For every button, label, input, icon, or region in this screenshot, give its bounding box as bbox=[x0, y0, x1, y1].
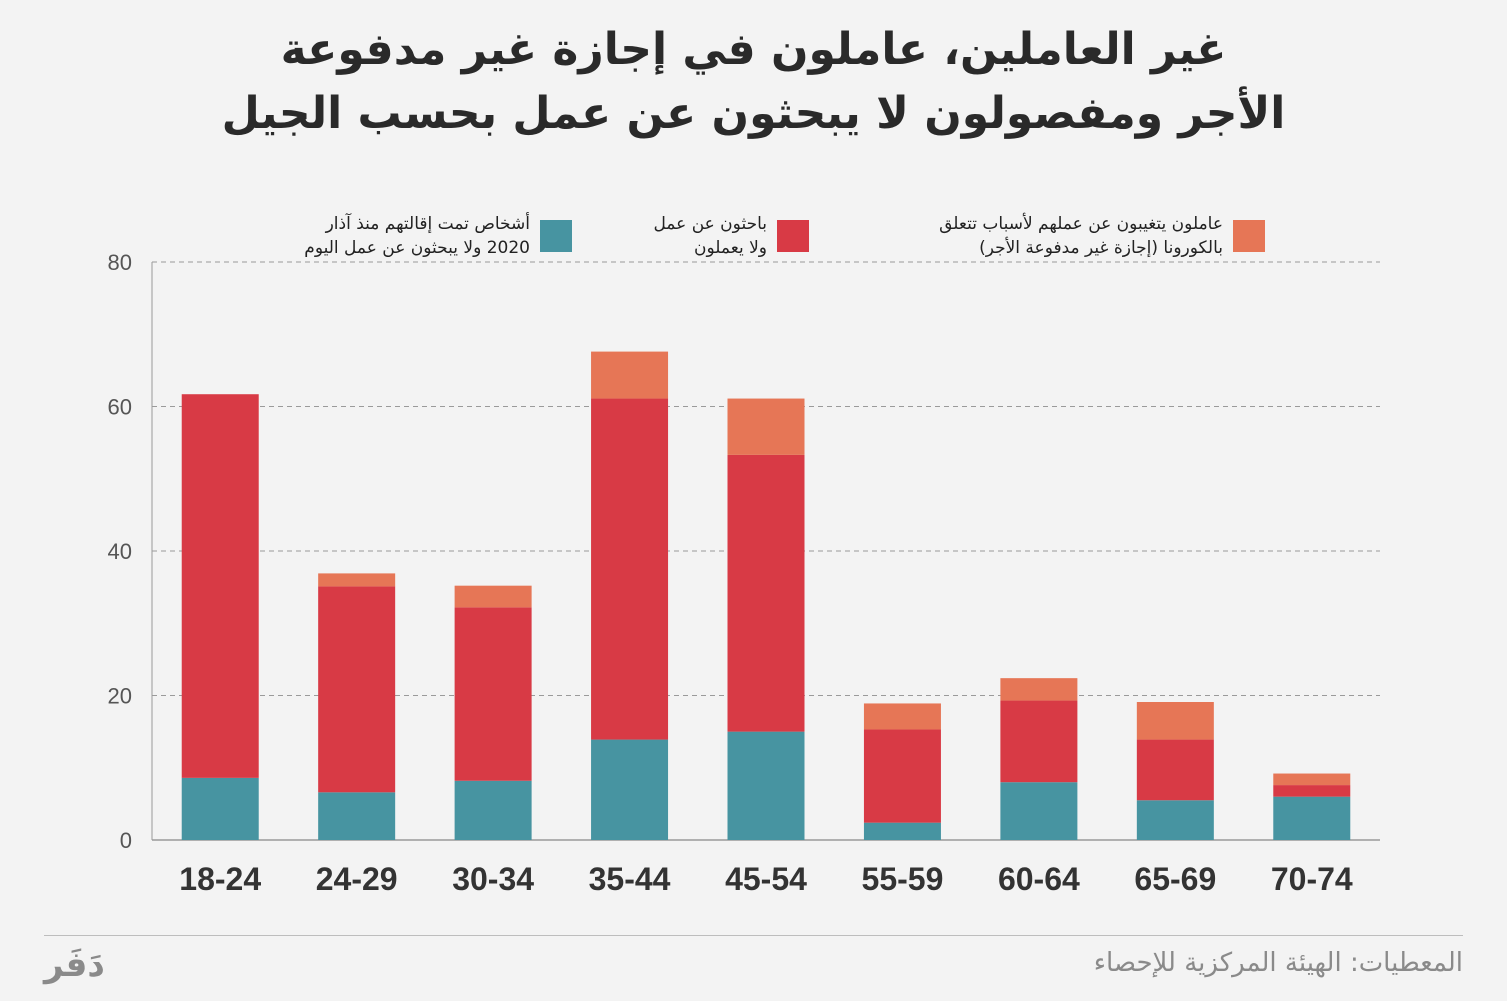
brand-logo: دَفَر bbox=[44, 945, 105, 985]
bar-segment-fired bbox=[863, 822, 941, 840]
bar-segment-fired bbox=[181, 777, 259, 840]
bar-segment-fired bbox=[591, 739, 669, 840]
chart-title: غير العاملين، عاملون في إجازة غير مدفوعة… bbox=[0, 18, 1507, 146]
bar-segment-fired bbox=[1000, 782, 1078, 840]
legend-label-searching-line-2: ولا يعملون bbox=[694, 238, 767, 258]
x-tick-label: 45-54 bbox=[725, 861, 807, 897]
bar-segment-fired bbox=[318, 792, 396, 840]
bar-segment-leave bbox=[318, 573, 396, 587]
bar-segment-leave bbox=[1136, 702, 1214, 740]
y-tick-label: 40 bbox=[108, 539, 132, 564]
bar-segment-searching bbox=[727, 454, 805, 732]
bar-segment-leave bbox=[1273, 773, 1351, 786]
legend-label-fired-line-1: أشخاص تمت إقالتهم منذ آذار bbox=[325, 214, 530, 234]
bar-segment-searching bbox=[1273, 785, 1351, 797]
legend-label-fired-line-2: 2020 ولا يبحثون عن عمل اليوم bbox=[304, 238, 530, 258]
stacked-bar-chart: 0 20 40 60 80 18-24 24-29 30-34 35-44 45-54 55-59 6… bbox=[108, 250, 1380, 897]
bar-segment-fired bbox=[454, 780, 532, 840]
x-tick-label: 24-29 bbox=[316, 861, 398, 897]
y-tick-label: 80 bbox=[108, 250, 132, 275]
y-tick-label: 0 bbox=[120, 828, 132, 853]
footer-divider bbox=[44, 935, 1463, 936]
legend-item-leave: عاملون يتغيبون عن عملهم لأسباب تتعلق بال… bbox=[939, 210, 1265, 262]
bar-segment-searching bbox=[591, 398, 669, 740]
legend-item-searching: باحثون عن عمل ولا يعملون bbox=[653, 210, 809, 262]
x-tick-label: 35-44 bbox=[589, 861, 671, 897]
x-tick-label: 55-59 bbox=[862, 861, 944, 897]
legend-swatch-fired bbox=[540, 220, 572, 252]
bar-segment-leave bbox=[1000, 678, 1078, 701]
legend-label-leave-line-2: بالكورونا (إجازة غير مدفوعة الأجر) bbox=[979, 238, 1223, 258]
bar-segment-leave bbox=[863, 703, 941, 730]
y-tick-label: 60 bbox=[108, 395, 132, 420]
legend-swatch-leave bbox=[1233, 220, 1265, 252]
bar-segment-fired bbox=[727, 731, 805, 840]
x-tick-label: 65-69 bbox=[1134, 861, 1216, 897]
bar-segment-leave bbox=[591, 351, 669, 399]
legend-item-fired: أشخاص تمت إقالتهم منذ آذار 2020 ولا يبحث… bbox=[304, 210, 572, 262]
bar-segment-searching bbox=[318, 586, 396, 793]
bar-segment-searching bbox=[454, 607, 532, 781]
source-note: المعطيات: الهيئة المركزية للإحصاء bbox=[1093, 948, 1463, 978]
bar-segment-searching bbox=[863, 729, 941, 823]
bar-segment-searching bbox=[1000, 700, 1078, 783]
chart-title-line-1: غير العاملين، عاملون في إجازة غير مدفوعة bbox=[280, 24, 1227, 75]
legend-label-searching: باحثون عن عمل ولا يعملون bbox=[653, 212, 767, 260]
bar-segment-leave bbox=[727, 398, 805, 455]
x-tick-label: 18-24 bbox=[179, 861, 261, 897]
bar-segment-leave bbox=[454, 585, 532, 608]
bar-segment-searching bbox=[1136, 739, 1214, 801]
chart-title-line-2: الأجر ومفصولون لا يبحثون عن عمل بحسب الج… bbox=[221, 88, 1286, 139]
x-tick-label: 60-64 bbox=[998, 861, 1080, 897]
legend-label-leave: عاملون يتغيبون عن عملهم لأسباب تتعلق بال… bbox=[939, 212, 1223, 260]
bar-segment-searching bbox=[181, 394, 259, 778]
legend-label-leave-line-1: عاملون يتغيبون عن عملهم لأسباب تتعلق bbox=[939, 214, 1223, 234]
legend-label-fired: أشخاص تمت إقالتهم منذ آذار 2020 ولا يبحث… bbox=[304, 212, 530, 260]
bar-segment-fired bbox=[1273, 796, 1351, 840]
y-tick-label: 20 bbox=[108, 684, 132, 709]
legend-swatch-searching bbox=[777, 220, 809, 252]
x-tick-label: 70-74 bbox=[1271, 861, 1353, 897]
legend-label-searching-line-1: باحثون عن عمل bbox=[653, 214, 767, 234]
bar-segment-fired bbox=[1136, 800, 1214, 840]
x-tick-label: 30-34 bbox=[452, 861, 534, 897]
